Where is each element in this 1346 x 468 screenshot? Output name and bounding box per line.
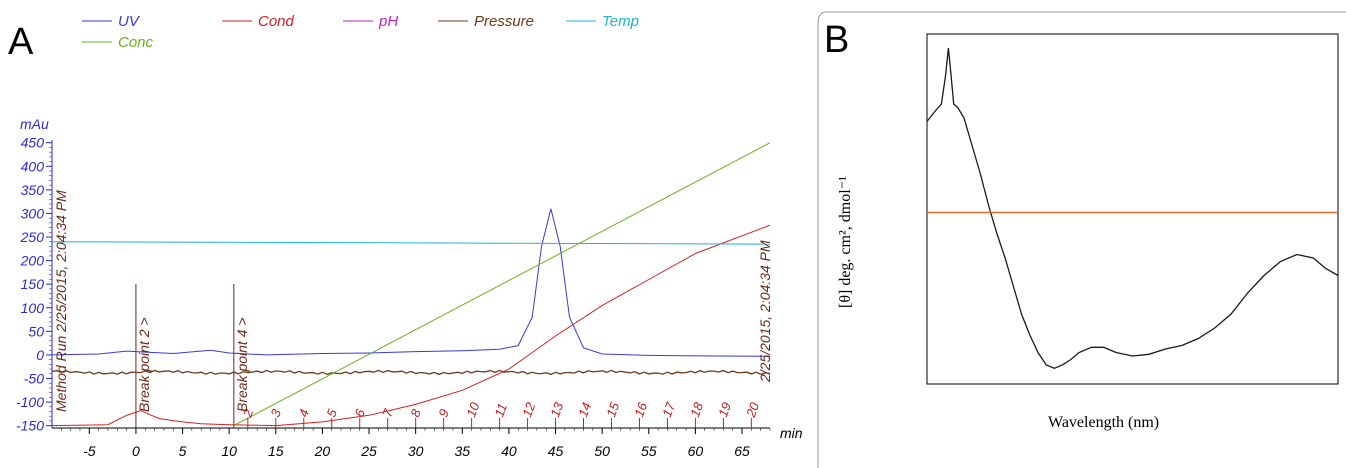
fraction-label: 7 [379, 406, 396, 419]
series-conc [233, 142, 771, 427]
x-tick-label: 50 [594, 443, 610, 459]
x-tick-label: -5 [83, 443, 96, 459]
x-tick-label: 45 [548, 443, 564, 459]
legend-label-conc: Conc [118, 34, 154, 51]
x-tick-label: 0 [132, 443, 140, 459]
cd-spectrum-line [926, 47, 1339, 370]
y-tick-label: 450 [21, 135, 45, 151]
y-tick-label: 100 [21, 300, 45, 316]
fraction-label: 3 [268, 406, 285, 419]
panel-b-border [817, 11, 1346, 468]
x-tick-label: 60 [688, 443, 704, 459]
cd-y-axis-label: [θ] deg. cm², dmol⁻¹ [837, 176, 854, 308]
fraction-label: 10 [463, 400, 482, 419]
legend-label-temp: Temp [602, 13, 639, 30]
chromatogram-plot [51, 142, 771, 427]
method-run-label: Method Run 2/25/2015, 2:04:34 PM [53, 190, 69, 412]
x-tick-label: 15 [268, 443, 284, 459]
y-tick-label: 300 [21, 205, 45, 221]
y-tick-label: 150 [21, 276, 45, 292]
fraction-label: 17 [659, 400, 678, 419]
y-tick-label: 0 [36, 347, 44, 363]
fraction-label: 14 [575, 400, 594, 419]
y-tick-label: 50 [28, 323, 44, 339]
fraction-label: 4 [295, 407, 312, 419]
fraction-label: 19 [715, 400, 734, 419]
fraction-label: 11 [491, 401, 510, 419]
x-tick-label: 25 [360, 443, 377, 459]
break-point-label: Break point 2 > [136, 317, 152, 412]
break-point-label: Break point 4 > [234, 317, 250, 412]
fraction-label: 8 [407, 406, 424, 419]
y-tick-label: 200 [20, 253, 45, 269]
legend-label-cond: Cond [258, 13, 295, 30]
y-unit-label: mAu [20, 116, 49, 132]
cd-plot-frame [926, 33, 1339, 385]
x-tick-label: 20 [314, 443, 331, 459]
fraction-label: 15 [603, 400, 622, 419]
x-tick-label: 40 [501, 443, 517, 459]
x-tick-label: 55 [641, 443, 657, 459]
x-tick-label: 35 [454, 443, 470, 459]
y-tick-label: 350 [21, 182, 45, 198]
fraction-label: 5 [323, 406, 340, 419]
series-temp [51, 241, 771, 245]
fraction-markers: 2 3 4 5 6 7 8 9 10 11 12 13 14 15 16 17 18 19 20 [239, 400, 762, 428]
series-pressure [51, 369, 771, 376]
panel-a-legend: UV Cond pH Pressure Temp Conc [82, 13, 639, 51]
x-tick-label: 30 [408, 443, 424, 459]
y-tick-label: -150 [16, 418, 44, 434]
x-unit-label: min [780, 425, 803, 441]
method-run-label-right: 2/25/2015, 2:04:34 PM [757, 240, 773, 383]
x-tick-label: 10 [221, 443, 237, 459]
cd-x-axis-label: Wavelength (nm) [1048, 414, 1159, 431]
series-uv [51, 208, 771, 357]
y-tick-label: 250 [20, 229, 45, 245]
panel-a-letter: A [8, 21, 34, 63]
y-tick-label: -100 [16, 394, 44, 410]
y-tick-label: 400 [21, 158, 45, 174]
cd-spectrum-plot [926, 47, 1339, 370]
y-tick-label: -50 [24, 370, 44, 386]
x-tick-label: 65 [734, 443, 750, 459]
x-axis-ticks: -5 0 5 10 15 20 25 30 35 40 45 50 55 60 65 [61, 428, 771, 459]
legend-label-pressure: Pressure [474, 13, 534, 30]
fraction-label: 13 [547, 400, 566, 419]
fraction-label: 18 [687, 400, 706, 419]
fraction-label: 20 [743, 400, 763, 420]
legend-label-ph: pH [378, 13, 398, 30]
fraction-label: 16 [631, 400, 650, 419]
y-axis-ticks: 450 400 350 300 250 200 150 100 50 0 -50 -100 -150 [16, 135, 52, 434]
panel-b-letter: B [824, 19, 849, 61]
fraction-label: 9 [435, 407, 452, 419]
series-cond [51, 224, 771, 427]
x-tick-label: 5 [179, 443, 187, 459]
break-points: Break point 2 > Break point 4 > [135, 284, 250, 428]
fraction-label: 12 [519, 400, 538, 419]
panel-b: B [θ] deg. cm², dmol⁻¹ Wavelength (nm) [817, 11, 1346, 468]
legend-label-uv: UV [118, 13, 141, 30]
